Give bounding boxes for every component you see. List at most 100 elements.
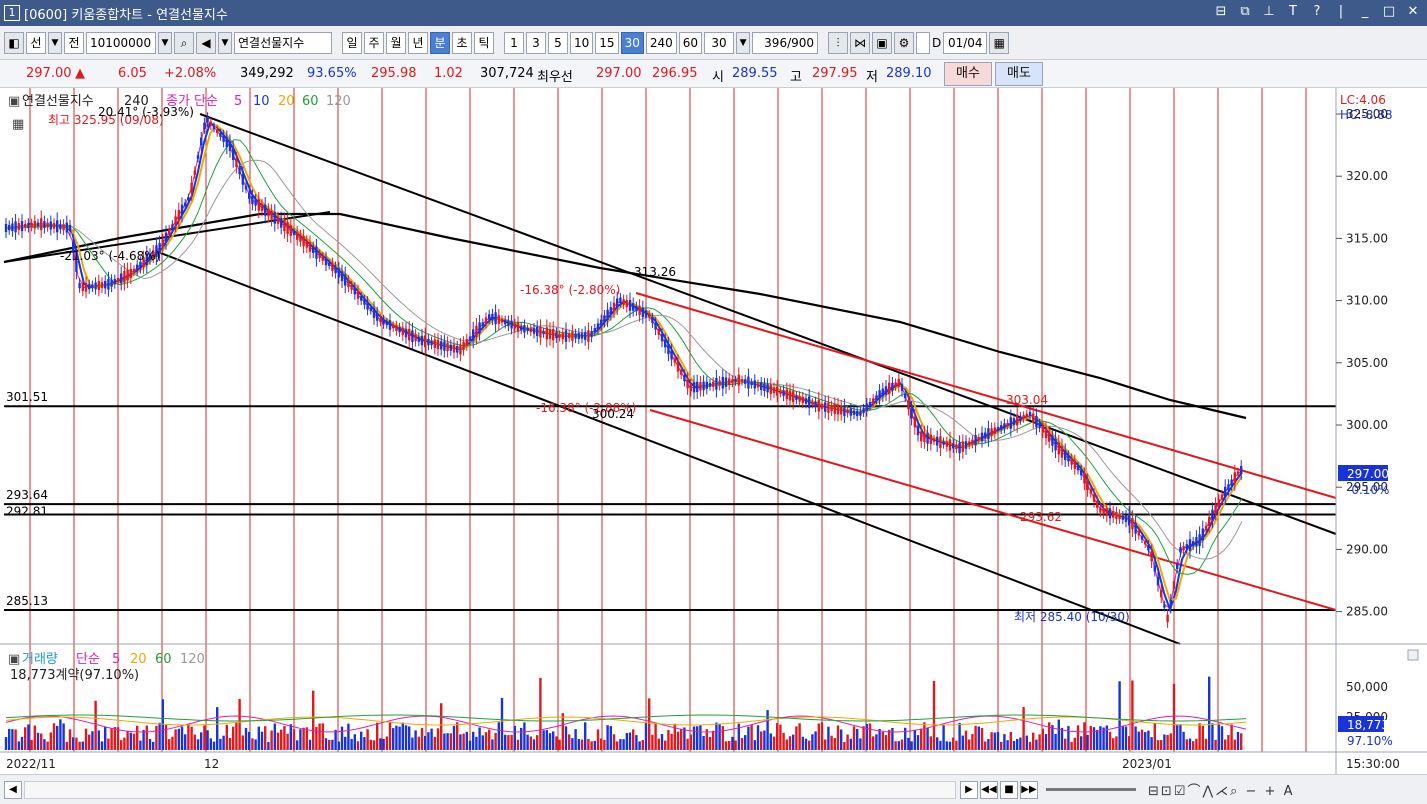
volume-bar — [536, 735, 539, 750]
code-input[interactable]: 10100000 — [86, 31, 156, 54]
volume-bar — [1060, 727, 1064, 750]
candle-body — [43, 221, 46, 229]
bar-count[interactable]: 396/900 — [752, 31, 819, 54]
scroll-left-icon[interactable]: ◀ — [4, 781, 22, 799]
interval-240[interactable]: 240 — [645, 31, 677, 54]
chevron-down-icon[interactable]: ▼ — [218, 31, 232, 54]
zoom-slider[interactable] — [1046, 788, 1136, 791]
interval-10[interactable]: 10 — [570, 31, 594, 54]
volume-bar — [155, 725, 158, 750]
period-day[interactable]: 일 — [342, 31, 362, 54]
help-icon[interactable]: ? — [1313, 4, 1321, 19]
volume-bar — [600, 738, 603, 750]
volume-bar — [43, 739, 46, 750]
mode-select-2[interactable]: 전 — [64, 31, 84, 54]
interval-60[interactable]: 60 — [678, 31, 703, 54]
rewind-icon[interactable]: ◀◀ — [980, 781, 998, 799]
ma-20-label: 20 — [278, 94, 295, 109]
candle-type-icon[interactable]: ⫶ — [828, 31, 849, 54]
scroll-right-icon[interactable]: ▶ — [960, 781, 978, 799]
chevron-down-icon[interactable]: ▼ — [736, 31, 751, 54]
interval-1[interactable]: 1 — [504, 31, 524, 54]
period-year[interactable]: 년 — [408, 31, 428, 54]
volume-bar — [1089, 726, 1092, 750]
chevron-down-icon[interactable]: ▼ — [158, 31, 172, 54]
fast-forward-icon[interactable]: ▶▶ — [1020, 781, 1038, 799]
period-second[interactable]: 초 — [452, 31, 472, 54]
stop-icon[interactable]: ■ — [1000, 781, 1018, 799]
sell-button[interactable]: 매도 — [995, 62, 1043, 86]
period-minute[interactable]: 분 — [430, 31, 450, 54]
interval-30[interactable]: 30 — [620, 31, 644, 54]
date-checkbox[interactable] — [916, 31, 931, 54]
candle-body — [1131, 517, 1134, 530]
drawing-tools[interactable]: ⊟⊡☑⌒⋀⋌⌕ − + A — [1148, 784, 1295, 799]
candle-body — [808, 396, 811, 408]
volume-bar — [516, 739, 520, 750]
chart-area[interactable]: 301.51 293.64 292.81 285.13 ▣ 연결선물지수 240 종가… — [0, 88, 1427, 774]
candle-body — [1188, 539, 1192, 551]
price-legend-toggle[interactable]: ▣ — [8, 94, 20, 109]
candle-body — [372, 308, 376, 318]
volume-bar — [302, 727, 305, 750]
volume-bar — [254, 739, 257, 750]
chevron-down-icon[interactable]: ▼ — [48, 31, 62, 54]
copy-icon[interactable]: ⧉ — [1240, 4, 1250, 19]
buy-button[interactable]: 매수 — [944, 62, 992, 86]
period-week[interactable]: 주 — [364, 31, 384, 54]
volume-bar — [542, 730, 545, 750]
candle-body — [942, 441, 945, 445]
candle-body — [225, 137, 228, 148]
volume-bar — [664, 740, 667, 750]
calendar-icon[interactable]: ▦ — [989, 31, 1010, 54]
volume-bar — [1012, 740, 1016, 750]
quote-value-3: 307,724 — [480, 66, 534, 81]
candle-body — [894, 382, 897, 387]
mode-select-1[interactable]: 선 — [26, 31, 46, 54]
layout-icon[interactable]: ◧ — [4, 31, 24, 54]
restore-layout-icon[interactable]: ⊟ — [1215, 4, 1227, 19]
candle-body — [216, 129, 219, 133]
candle-body — [990, 428, 993, 437]
candle-body — [404, 328, 408, 338]
text-icon[interactable]: T — [1289, 4, 1297, 19]
volume-bar — [699, 725, 702, 750]
volume-bar — [939, 740, 942, 750]
candle-body — [187, 197, 190, 201]
window-number[interactable]: 1 — [4, 5, 20, 21]
checkbox-label: D — [932, 35, 942, 50]
scroll-track[interactable] — [24, 781, 956, 799]
minimize-icon[interactable]: _ — [1361, 4, 1369, 19]
volume-bar — [1134, 726, 1137, 750]
interval-5[interactable]: 5 — [548, 31, 568, 54]
search-icon[interactable]: ⌕ — [174, 31, 194, 54]
date-input[interactable]: 01/04 — [943, 31, 988, 54]
indicator-icon[interactable]: ⋈ — [850, 31, 871, 54]
pin-icon[interactable]: ⊥ — [1263, 4, 1275, 19]
close-icon[interactable]: ✕ — [1407, 4, 1419, 19]
interval-15[interactable]: 15 — [595, 31, 619, 54]
interval-value[interactable]: 30 — [704, 31, 735, 54]
interval-3[interactable]: 3 — [526, 31, 546, 54]
save-icon[interactable]: ▣ — [872, 31, 893, 54]
volume-bar — [388, 722, 392, 750]
black-trend-line — [157, 251, 1181, 645]
sound-icon[interactable]: ◀ — [196, 31, 216, 54]
candle-body — [443, 341, 446, 351]
volume-bar — [897, 741, 900, 750]
candle-body — [1076, 465, 1080, 471]
gear-icon[interactable]: ⚙ — [894, 31, 915, 54]
candle-body — [888, 382, 891, 395]
panel-close-icon[interactable] — [1407, 649, 1419, 661]
volume-legend-toggle[interactable]: ▣ — [8, 652, 20, 667]
candle-body — [113, 279, 116, 285]
volume-bar — [635, 735, 638, 750]
chart-canvas[interactable]: 301.51 293.64 292.81 285.13 ▣ 연결선물지수 240 종가… — [0, 88, 1427, 774]
table-icon[interactable]: ▦ — [12, 117, 24, 132]
volume-bar — [497, 722, 500, 750]
volume-bar — [344, 736, 347, 750]
period-month[interactable]: 월 — [386, 31, 406, 54]
candle-body — [1230, 479, 1233, 486]
period-tick[interactable]: 틱 — [474, 31, 494, 54]
maximize-icon[interactable]: □ — [1382, 4, 1396, 19]
